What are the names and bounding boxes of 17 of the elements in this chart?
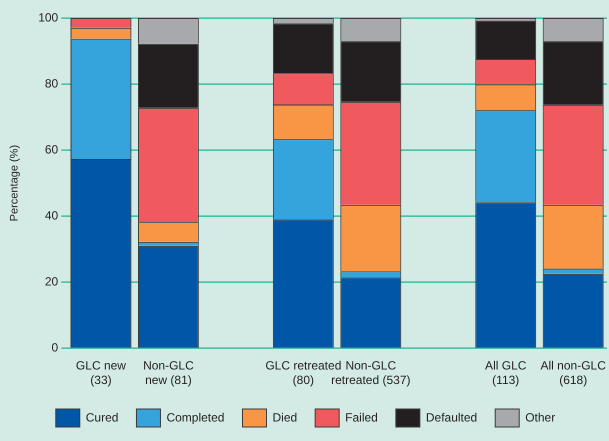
legend-label: Defaulted xyxy=(426,410,478,424)
legend-label: Other xyxy=(525,410,556,424)
legend-label: Died xyxy=(272,410,298,424)
legend-label: Completed xyxy=(166,410,224,424)
y-tick-label: 60 xyxy=(44,142,59,156)
y-axis-title: Percentage (%) xyxy=(8,144,21,222)
y-tick-label: 0 xyxy=(52,340,59,355)
legend-label: Failed xyxy=(345,410,378,424)
y-tick-label: 40 xyxy=(44,208,59,222)
legend-label: Cured xyxy=(86,410,118,424)
x-tick-label: Non-GLC new (81) xyxy=(143,358,194,388)
x-tick-label: All GLC (113) xyxy=(485,358,527,388)
y-tick-label: 20 xyxy=(44,274,59,288)
x-tick-label: GLC new (33) xyxy=(76,358,126,388)
y-tick-label: 100 xyxy=(38,10,59,24)
x-tick-label: All non-GLC (618) xyxy=(540,358,606,388)
y-tick-label: 80 xyxy=(44,76,59,90)
